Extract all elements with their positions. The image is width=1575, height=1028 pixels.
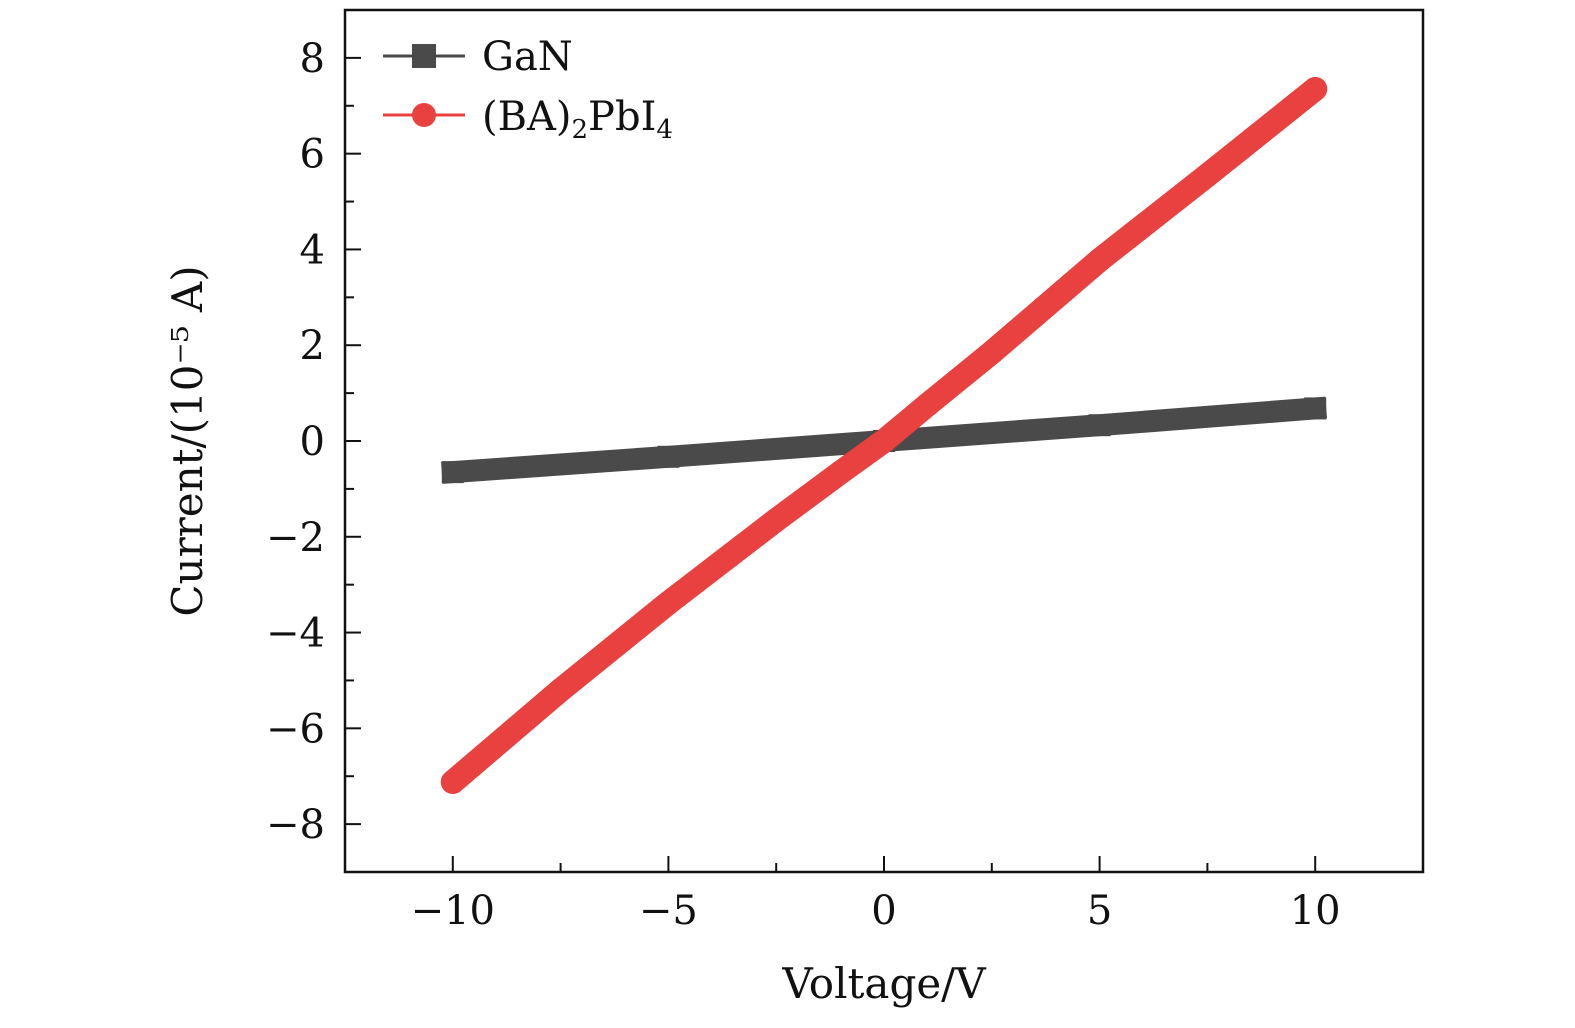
data-point-ba2pbi4 [872,429,896,453]
y-tick-label: −4 [266,611,325,657]
data-point-ba2pbi4 [1087,247,1112,272]
data-point-gan [1088,414,1111,437]
x-tick-label: 10 [1290,888,1341,934]
legend-gan-label: GaN [482,34,573,80]
legend-ba-label-mid: PbI [588,94,656,140]
data-point-ba2pbi4 [915,393,940,418]
x-axis-ticks [451,856,1317,872]
legend-ba-marker [412,103,436,127]
data-point-ba2pbi4 [1303,77,1328,102]
legend-ba-label-sub1: 2 [572,115,589,145]
data-point-ba2pbi4 [764,508,789,533]
legend-gan-marker [412,44,436,68]
legend: GaN (BA)2PbI4 [383,34,673,145]
y-tick-label: 6 [300,132,325,178]
y-axis-label: Current/(10⁻⁵ A) [163,265,212,616]
data-point-gan [1304,397,1327,420]
legend-ba-label-sub2: 4 [656,115,673,145]
series-1 [440,77,1328,794]
y-tick-label: −6 [266,706,325,752]
data-point-ba2pbi4 [1195,163,1220,188]
y-axis-tick-labels: −8 −6 −4 −2 0 2 4 6 8 [266,36,325,848]
y-axis-ticks [345,56,361,826]
y-tick-label: 8 [300,36,325,82]
y-tick-label: −2 [266,515,325,561]
x-tick-label: −5 [639,888,698,934]
data-point-gan [657,445,680,468]
x-axis-tick-labels: −10 −5 0 5 10 [411,888,1341,934]
series-layer [440,77,1328,794]
x-axis-label: Voltage/V [781,959,986,1008]
x-tick-label: −10 [411,888,495,934]
data-point-gan [441,461,464,484]
data-point-ba2pbi4 [828,460,853,485]
legend-ba-label-open: (BA) [482,94,572,140]
x-tick-label: 5 [1087,888,1112,934]
data-point-ba2pbi4 [440,769,465,794]
y-tick-label: 2 [300,323,325,369]
y-tick-label: 4 [300,227,325,273]
y-tick-label: −8 [266,802,325,848]
x-tick-label: 0 [871,888,896,934]
data-point-ba2pbi4 [979,340,1004,365]
data-point-ba2pbi4 [656,590,681,615]
legend-ba-label: (BA)2PbI4 [482,94,673,145]
data-point-ba2pbi4 [548,678,573,703]
y-tick-label: 0 [300,419,325,465]
